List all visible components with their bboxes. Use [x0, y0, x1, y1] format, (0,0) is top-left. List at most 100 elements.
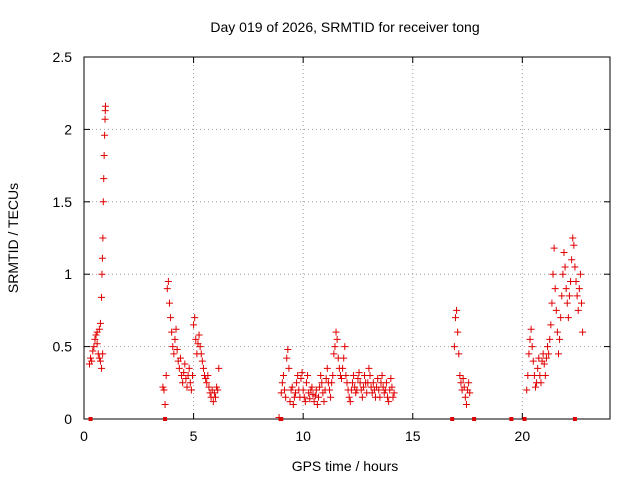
data-point — [459, 374, 467, 382]
data-point — [390, 389, 398, 397]
data-point — [317, 372, 325, 380]
y-tick-label: 2.5 — [53, 49, 73, 65]
data-point — [96, 319, 104, 327]
chart-title: Day 019 of 2026, SRMTID for receiver ton… — [210, 19, 479, 35]
data-point — [375, 386, 383, 394]
data-point — [322, 374, 330, 382]
data-point — [213, 383, 221, 391]
x-tick-label: 0 — [80, 428, 88, 444]
data-point — [331, 343, 339, 351]
data-point — [100, 151, 108, 159]
data-point — [562, 285, 570, 293]
y-tick-label: 1.5 — [53, 194, 73, 210]
data-point — [531, 383, 539, 391]
data-point — [205, 383, 213, 391]
gap-marker — [163, 417, 168, 421]
gap-marker — [472, 417, 477, 421]
data-point — [210, 389, 218, 397]
data-point — [289, 401, 297, 409]
x-tick-label: 15 — [405, 428, 421, 444]
data-point — [332, 328, 340, 336]
data-point — [163, 285, 171, 293]
y-tick-label: 0 — [64, 411, 72, 427]
data-point — [278, 379, 286, 387]
data-point — [323, 364, 331, 372]
data-point — [568, 256, 576, 264]
data-point — [172, 325, 180, 333]
data-point — [159, 383, 167, 391]
data-point — [388, 383, 396, 391]
data-point — [346, 398, 354, 406]
data-point — [198, 357, 206, 365]
data-point — [187, 386, 195, 394]
data-point — [345, 393, 353, 401]
data-point — [565, 292, 573, 300]
data-point — [572, 277, 580, 285]
data-point — [286, 398, 294, 406]
data-point — [385, 398, 393, 406]
data-point — [454, 328, 462, 336]
data-point — [573, 292, 581, 300]
data-point — [308, 383, 316, 391]
data-point — [537, 379, 545, 387]
data-point — [183, 383, 191, 391]
data-point — [563, 299, 571, 307]
data-point — [333, 335, 341, 343]
data-point — [327, 393, 335, 401]
data-point — [352, 389, 360, 397]
data-point — [554, 350, 562, 358]
data-point — [171, 335, 179, 343]
data-point — [215, 364, 223, 372]
data-point — [325, 386, 333, 394]
gap-marker — [509, 417, 514, 421]
data-point — [164, 277, 172, 285]
data-point — [99, 198, 107, 206]
data-point — [359, 383, 367, 391]
data-point — [369, 379, 377, 387]
data-point — [300, 393, 308, 401]
data-point — [199, 364, 207, 372]
data-point — [165, 299, 173, 307]
data-point — [374, 374, 382, 382]
data-point — [192, 335, 200, 343]
data-point — [312, 386, 320, 394]
data-point — [558, 292, 566, 300]
data-point — [93, 340, 101, 348]
data-point — [92, 331, 100, 339]
data-point — [455, 350, 463, 358]
data-point — [453, 306, 461, 314]
data-point — [99, 234, 107, 242]
data-point — [293, 379, 301, 387]
data-point — [457, 379, 465, 387]
data-point — [96, 357, 104, 365]
data-point — [279, 372, 287, 380]
data-point — [450, 343, 458, 351]
data-point — [557, 314, 565, 322]
data-point — [100, 175, 108, 183]
data-point — [179, 379, 187, 387]
data-point — [287, 386, 295, 394]
data-point — [528, 343, 536, 351]
data-point — [181, 360, 189, 368]
data-point — [548, 299, 556, 307]
data-point — [209, 398, 217, 406]
data-point — [456, 372, 464, 380]
data-point — [570, 241, 578, 249]
data-point — [203, 379, 211, 387]
data-point — [285, 364, 293, 372]
data-point — [167, 314, 175, 322]
data-point — [186, 379, 194, 387]
x-tick-label: 10 — [295, 428, 311, 444]
data-point — [366, 372, 374, 380]
data-point — [196, 343, 204, 351]
data-point — [168, 328, 176, 336]
data-marks — [85, 102, 587, 422]
data-point — [542, 354, 550, 362]
data-point — [320, 398, 328, 406]
data-point — [560, 248, 568, 256]
data-point — [382, 379, 390, 387]
data-point — [575, 285, 583, 293]
data-point — [380, 389, 388, 397]
x-axis-label: GPS time / hours — [292, 458, 399, 474]
